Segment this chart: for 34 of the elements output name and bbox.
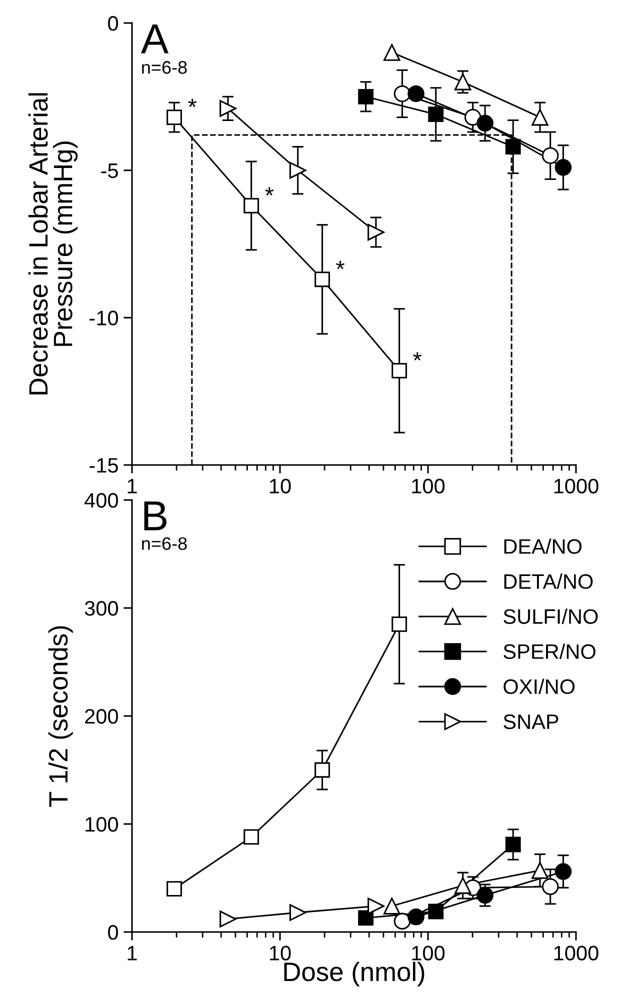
legend-label: SPER/NO — [504, 644, 596, 660]
legend-label: OXI/NO — [504, 678, 575, 694]
y-tick-label: 100 — [86, 817, 118, 832]
x-tick-label: 100 — [412, 478, 445, 494]
x-tick-label: 1 — [128, 478, 137, 494]
y-axis-title: Decrease in Lobar Arterial Pressure (mmHg) — [28, 93, 78, 394]
x-tick-label: 1000 — [554, 946, 598, 960]
x-axis-title: Dose (nmol) — [284, 962, 424, 986]
legend-label: SULFI/NO — [504, 608, 598, 624]
y-tick-label: -10 — [90, 310, 118, 326]
y-tick-label: 200 — [85, 709, 118, 724]
x-tick-label: 1000 — [554, 478, 598, 494]
x-tick-label: 10 — [270, 478, 291, 494]
x-tick-label: 10 — [270, 946, 291, 960]
y-tick-label: 400 — [84, 493, 118, 508]
text: n=6-8 — [142, 61, 187, 74]
annotation: * — [336, 260, 345, 270]
x-tick-label: 100 — [412, 946, 445, 960]
chart-title: B — [144, 502, 166, 530]
legend-label: DETA/NO — [504, 574, 593, 589]
text: n=6-8 — [142, 537, 187, 550]
annotation: * — [413, 352, 422, 361]
annotation: * — [188, 98, 197, 108]
legend-label: DEA/NO — [504, 538, 582, 554]
annotation: * — [265, 187, 274, 196]
y-axis-title: T 1/2 (seconds) — [48, 626, 73, 807]
legend-label: SNAP — [504, 714, 558, 730]
y-tick-label: 0 — [108, 16, 118, 31]
chart-title: A — [140, 24, 169, 54]
y-tick-label: -15 — [90, 458, 118, 473]
x-tick-label: 1 — [128, 946, 137, 960]
y-tick-label: 300 — [84, 601, 118, 616]
y-tick-label: -5 — [101, 164, 118, 178]
y-tick-label: 0 — [108, 925, 118, 940]
